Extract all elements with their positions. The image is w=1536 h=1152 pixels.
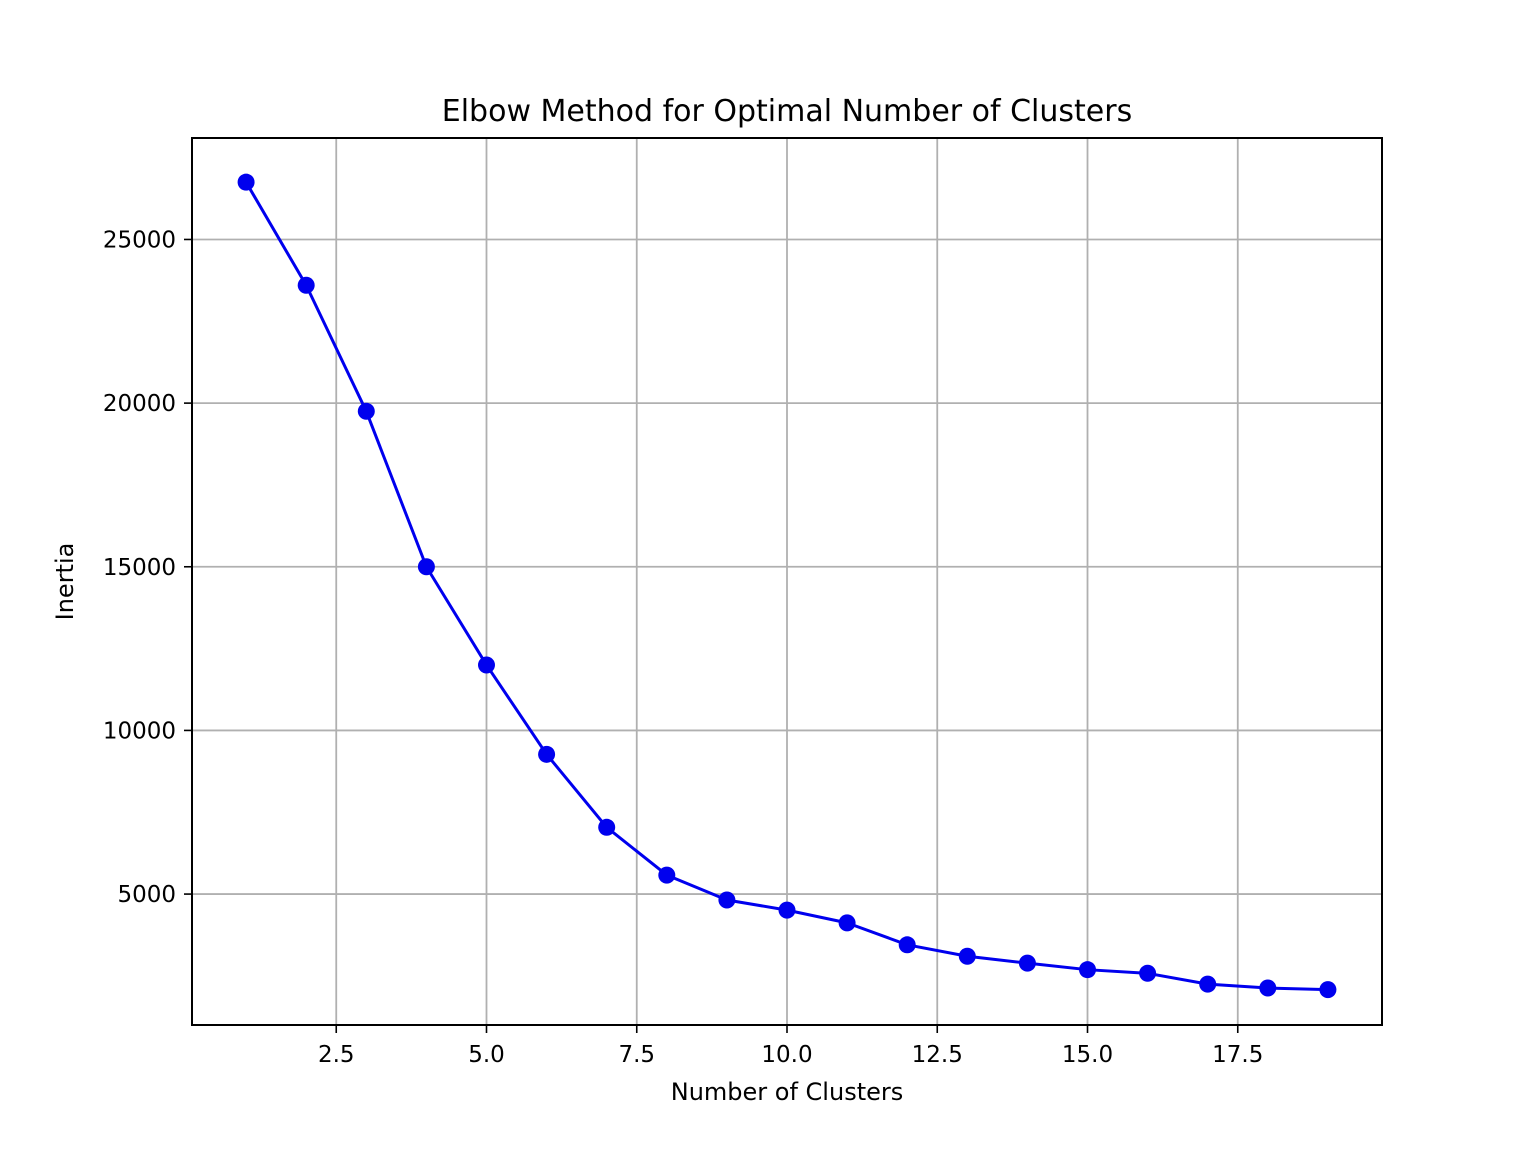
data-point	[658, 866, 676, 884]
x-tick-label: 12.5	[912, 1042, 963, 1068]
data-point	[1079, 961, 1097, 979]
data-point	[958, 947, 976, 965]
tick-layer: 2.5 5.0 7.5 10.0 12.5 15.0 17.5 5000 10000 15000 2…	[103, 227, 1264, 1068]
y-tick-label: 25000	[103, 227, 176, 253]
chart-title: Elbow Method for Optimal Number of Clust…	[442, 94, 1132, 129]
x-tick-label: 7.5	[618, 1042, 655, 1068]
data-point	[357, 402, 375, 420]
data-point	[898, 936, 916, 954]
x-axis-label: Number of Clusters	[671, 1078, 904, 1106]
series-layer	[237, 173, 1337, 999]
y-tick-label: 5000	[117, 882, 176, 908]
y-axis-label: Inertia	[51, 543, 79, 621]
data-point	[778, 901, 796, 919]
data-point	[838, 914, 856, 932]
data-point	[417, 558, 435, 576]
x-tick-label: 17.5	[1212, 1042, 1263, 1068]
x-tick-label: 15.0	[1062, 1042, 1113, 1068]
x-tick-label: 2.5	[318, 1042, 355, 1068]
data-point	[1139, 964, 1157, 982]
data-point	[1319, 981, 1337, 999]
data-point	[297, 276, 315, 294]
x-tick-label: 5.0	[468, 1042, 505, 1068]
data-point	[1259, 979, 1277, 997]
data-point	[477, 656, 495, 674]
data-point	[538, 745, 556, 763]
x-tick-label: 10.0	[761, 1042, 812, 1068]
data-point	[598, 818, 616, 836]
data-point	[718, 891, 736, 909]
y-tick-label: 20000	[103, 391, 176, 417]
y-tick-label: 10000	[103, 718, 176, 744]
y-tick-label: 15000	[103, 555, 176, 581]
grid-layer	[192, 138, 1382, 1025]
data-point	[1018, 954, 1036, 972]
data-point	[237, 173, 255, 191]
data-point	[1199, 975, 1217, 993]
